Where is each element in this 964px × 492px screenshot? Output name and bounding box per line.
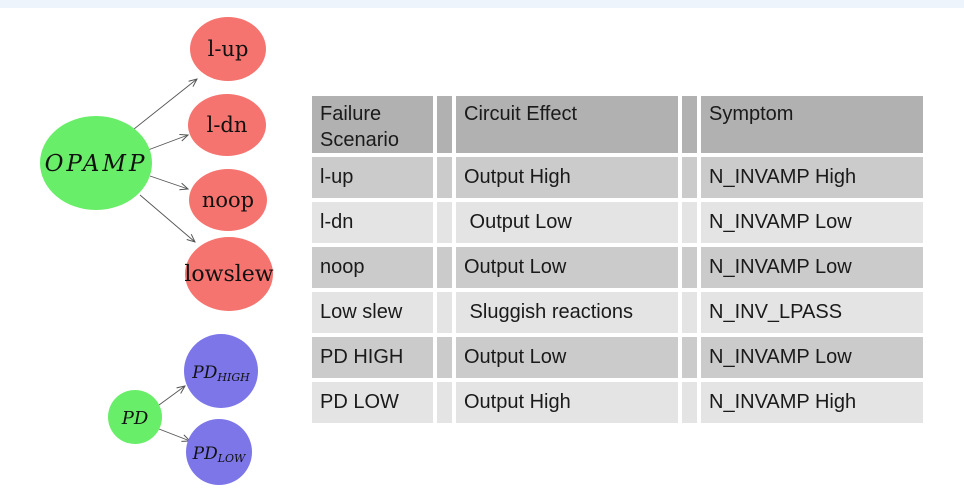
node-pd-low-subscript: LOW (217, 452, 247, 465)
table-spacer-cell (682, 337, 697, 378)
table-spacer-cell (437, 157, 452, 198)
node-pd-high-subscript: HIGH (216, 371, 250, 384)
edge-pd-pdlow (158, 428, 190, 441)
table-header-symptom: Symptom (701, 96, 923, 153)
table-spacer-cell (437, 382, 452, 423)
table-spacer-cell (682, 247, 697, 288)
node-lowslew-label: lowslew (184, 262, 273, 287)
node-noop (189, 169, 267, 231)
node-l-up-label: l-up (208, 37, 249, 61)
table-cell: l-up (312, 157, 433, 198)
table-cell: Output High (456, 157, 678, 198)
node-pd-high-label: PDHIGH (191, 363, 250, 384)
table-spacer-cell (437, 96, 452, 153)
table-cell: N_INVAMP Low (701, 202, 923, 243)
table-cell: Output High (456, 382, 678, 423)
node-l-dn (188, 94, 266, 156)
table-spacer-cell (437, 247, 452, 288)
table-cell: Output Low (456, 337, 678, 378)
edge-opamp-noop (149, 175, 188, 189)
edge-opamp-l-dn (147, 135, 188, 151)
table-cell: PD HIGH (312, 337, 433, 378)
node-lowslew (185, 237, 273, 311)
table-header-failure-scenario: Failure Scenario (312, 96, 433, 153)
table-header-circuit-effect: Circuit Effect (456, 96, 678, 153)
node-l-dn-label: l-dn (207, 113, 248, 137)
edge-pd-pdhigh (158, 386, 185, 406)
table-cell: N_INVAMP High (701, 157, 923, 198)
table-cell: noop (312, 247, 433, 288)
table-cell: l-dn (312, 202, 433, 243)
node-pd (108, 390, 162, 444)
node-opamp (40, 116, 152, 210)
node-pd-high (184, 334, 258, 408)
table-spacer-cell (437, 292, 452, 333)
table-cell: PD LOW (312, 382, 433, 423)
table-spacer-cell (437, 337, 452, 378)
table-spacer-cell (682, 202, 697, 243)
node-noop-label: noop (202, 188, 254, 212)
node-l-up (190, 17, 266, 81)
edge-opamp-l-up (133, 79, 197, 130)
failure-mode-diagram: OPAMP l-up l-dn noop lowslew PD PDHIGH P… (40, 17, 274, 485)
table-cell: N_INVAMP Low (701, 247, 923, 288)
table-cell: Sluggish reactions (456, 292, 678, 333)
edge-opamp-lowslew (139, 194, 195, 242)
top-edge-strip (0, 0, 964, 8)
table-cell: N_INVAMP Low (701, 337, 923, 378)
node-pd-low-label: PDLOW (192, 444, 247, 465)
node-opamp-label: OPAMP (45, 151, 148, 177)
failure-mode-table: Failure Scenario Circuit Effect Symptom … (312, 96, 923, 423)
table-spacer-cell (682, 157, 697, 198)
node-pd-label: PD (121, 408, 149, 429)
table-cell: N_INV_LPASS (701, 292, 923, 333)
table-spacer-cell (682, 96, 697, 153)
table-cell: Output Low (456, 247, 678, 288)
table-spacer-cell (682, 382, 697, 423)
table-cell: Output Low (456, 202, 678, 243)
table-spacer-cell (682, 292, 697, 333)
table-cell: N_INVAMP High (701, 382, 923, 423)
table-cell: Low slew (312, 292, 433, 333)
table-spacer-cell (437, 202, 452, 243)
node-pd-low (186, 419, 252, 485)
